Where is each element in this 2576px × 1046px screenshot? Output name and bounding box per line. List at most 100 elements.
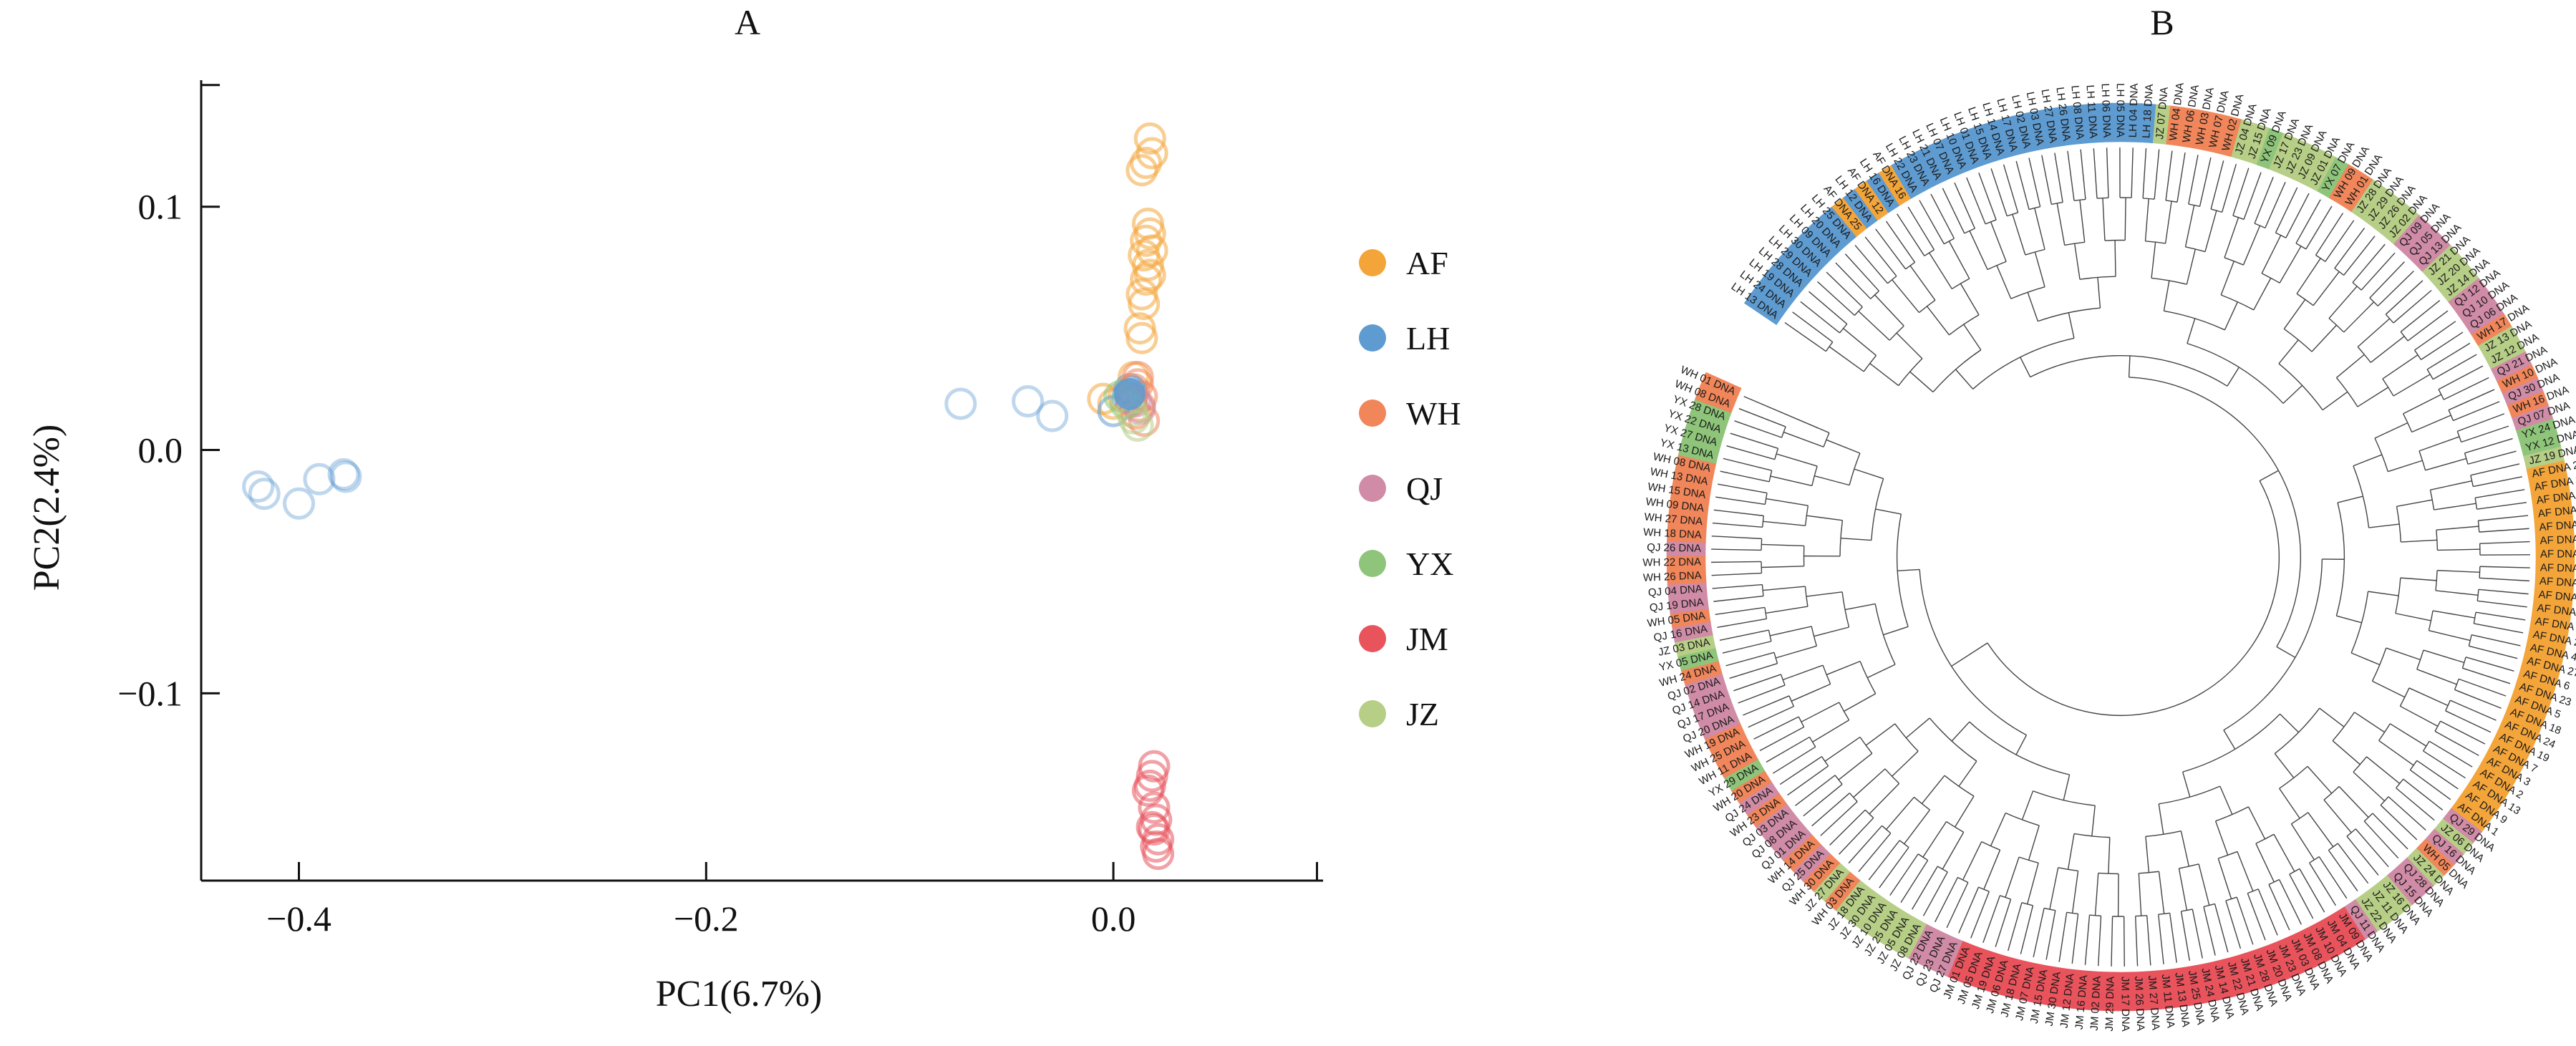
- tree-branch: [2380, 796, 2389, 806]
- tree-branch: [1768, 629, 1772, 641]
- tree-branch: [2185, 246, 2206, 253]
- tree-branch: [2247, 888, 2259, 894]
- tree-branch: [2274, 753, 2295, 778]
- tree-branch: [2285, 193, 2310, 238]
- tree-branch: [2355, 828, 2389, 868]
- tree-branch: [2139, 871, 2159, 874]
- point-lh: [303, 463, 336, 495]
- tree-branch: [2408, 687, 2449, 707]
- tree-branch: [1869, 783, 1900, 815]
- tree-branch: [2305, 205, 2333, 250]
- tree-branch: [2184, 205, 2195, 247]
- tree-branch: [2336, 615, 2362, 624]
- tree-branch: [1889, 325, 1904, 341]
- tree-branch: [1849, 452, 1861, 485]
- tree-branch: [1811, 793, 1850, 827]
- tree-branch: [2259, 470, 2279, 482]
- tree-branch: [2010, 286, 2045, 299]
- tree-branch: [2033, 908, 2045, 958]
- tree-branch: [2236, 896, 2254, 945]
- tree-branch: [2232, 168, 2250, 216]
- tree-branch: [2421, 331, 2464, 360]
- tree-branch: [2058, 912, 2068, 962]
- point-jm: [1131, 774, 1164, 807]
- tree-branch: [2158, 871, 2165, 914]
- tree-branch: [1929, 717, 1977, 762]
- tree-branch: [1738, 684, 1786, 704]
- tree-branch: [1958, 886, 1980, 934]
- tree-branch: [1780, 674, 1786, 686]
- tree-branch: [2295, 199, 2321, 244]
- y-axis-label: PC2(2.4%): [26, 425, 67, 591]
- tree-branch: [1853, 768, 1886, 798]
- tree-branch: [1713, 595, 1764, 602]
- tree-branch: [1935, 877, 1959, 923]
- tree-branch: [1798, 716, 1805, 727]
- tree-branch: [2114, 240, 2116, 277]
- tree-branch: [1821, 756, 1829, 767]
- tree-branch: [2265, 182, 2286, 228]
- tree-branch: [2425, 457, 2466, 471]
- leaf-label: AF DNA 10: [2538, 589, 2576, 606]
- tree-branch: [1826, 271, 1863, 308]
- tree-branch: [1806, 591, 1843, 597]
- legend-label-af: AF: [1406, 245, 1448, 281]
- tree-branch: [1858, 311, 1890, 341]
- tree-branch: [2350, 652, 2381, 666]
- tree-branch: [2154, 149, 2160, 200]
- tree-branch: [1909, 265, 1936, 301]
- tree-branch: [2066, 911, 2078, 915]
- tree-branch: [1814, 475, 1850, 486]
- tree-branch: [2457, 413, 2505, 432]
- legend-label-jz: JZ: [1406, 696, 1439, 732]
- tree-branch: [1987, 261, 2007, 271]
- tree-branch: [2043, 907, 2056, 911]
- tree-branch: [2041, 155, 2053, 205]
- tree-branch: [2432, 354, 2477, 380]
- tree-branch: [1919, 200, 1945, 245]
- point-lh: [1012, 385, 1045, 418]
- tree-branch: [2370, 336, 2405, 363]
- tree-branch: [2389, 723, 2427, 747]
- tree-branch: [2224, 257, 2244, 266]
- tree-branch: [2378, 723, 2391, 741]
- tree-branch: [1720, 470, 1770, 483]
- tree-branch: [2097, 277, 2101, 309]
- tree-branch: [2279, 246, 2302, 284]
- tree-branch: [1942, 188, 1965, 234]
- tree-branch: [1892, 279, 1920, 314]
- tree-branch: [2464, 452, 2469, 465]
- tree-branch: [1848, 825, 1883, 864]
- tree-branch: [2080, 149, 2086, 200]
- tree-branch: [1946, 882, 1969, 929]
- tree-branch: [1970, 891, 1990, 939]
- tree-branch: [1922, 821, 1947, 858]
- tree-branch: [2353, 756, 2368, 773]
- tree-branch: [2254, 176, 2274, 224]
- tree-branch: [2407, 310, 2449, 342]
- tree-branch: [2219, 785, 2233, 815]
- tree-branch: [2385, 280, 2424, 315]
- tree-branch: [2448, 389, 2495, 411]
- tree-branch: [2429, 740, 2473, 767]
- tree-branch: [1983, 849, 2001, 890]
- tree-branch: [1897, 213, 1925, 256]
- tree-branch: [1897, 568, 1920, 572]
- leaf-label: WH 22 DNA: [1642, 556, 1701, 569]
- tree-branch: [2474, 623, 2524, 634]
- tree-branch: [2434, 730, 2479, 756]
- tree-branch: [2067, 150, 2075, 201]
- tree-branch: [2343, 301, 2375, 333]
- tree-branch: [2067, 833, 2075, 870]
- legend-label-jm: JM: [1406, 621, 1448, 657]
- tree-branch: [1886, 797, 1914, 830]
- leaf-label: JM 29 DNA: [2103, 977, 2117, 1032]
- tree-branch: [1921, 775, 1945, 804]
- tree-branch: [2142, 148, 2147, 199]
- tree-branch: [1712, 583, 1763, 589]
- tree-branch: [1791, 683, 1831, 702]
- tree-branch: [1942, 831, 1965, 870]
- tree-branch: [1719, 629, 1769, 641]
- tree-branch: [1951, 642, 1988, 667]
